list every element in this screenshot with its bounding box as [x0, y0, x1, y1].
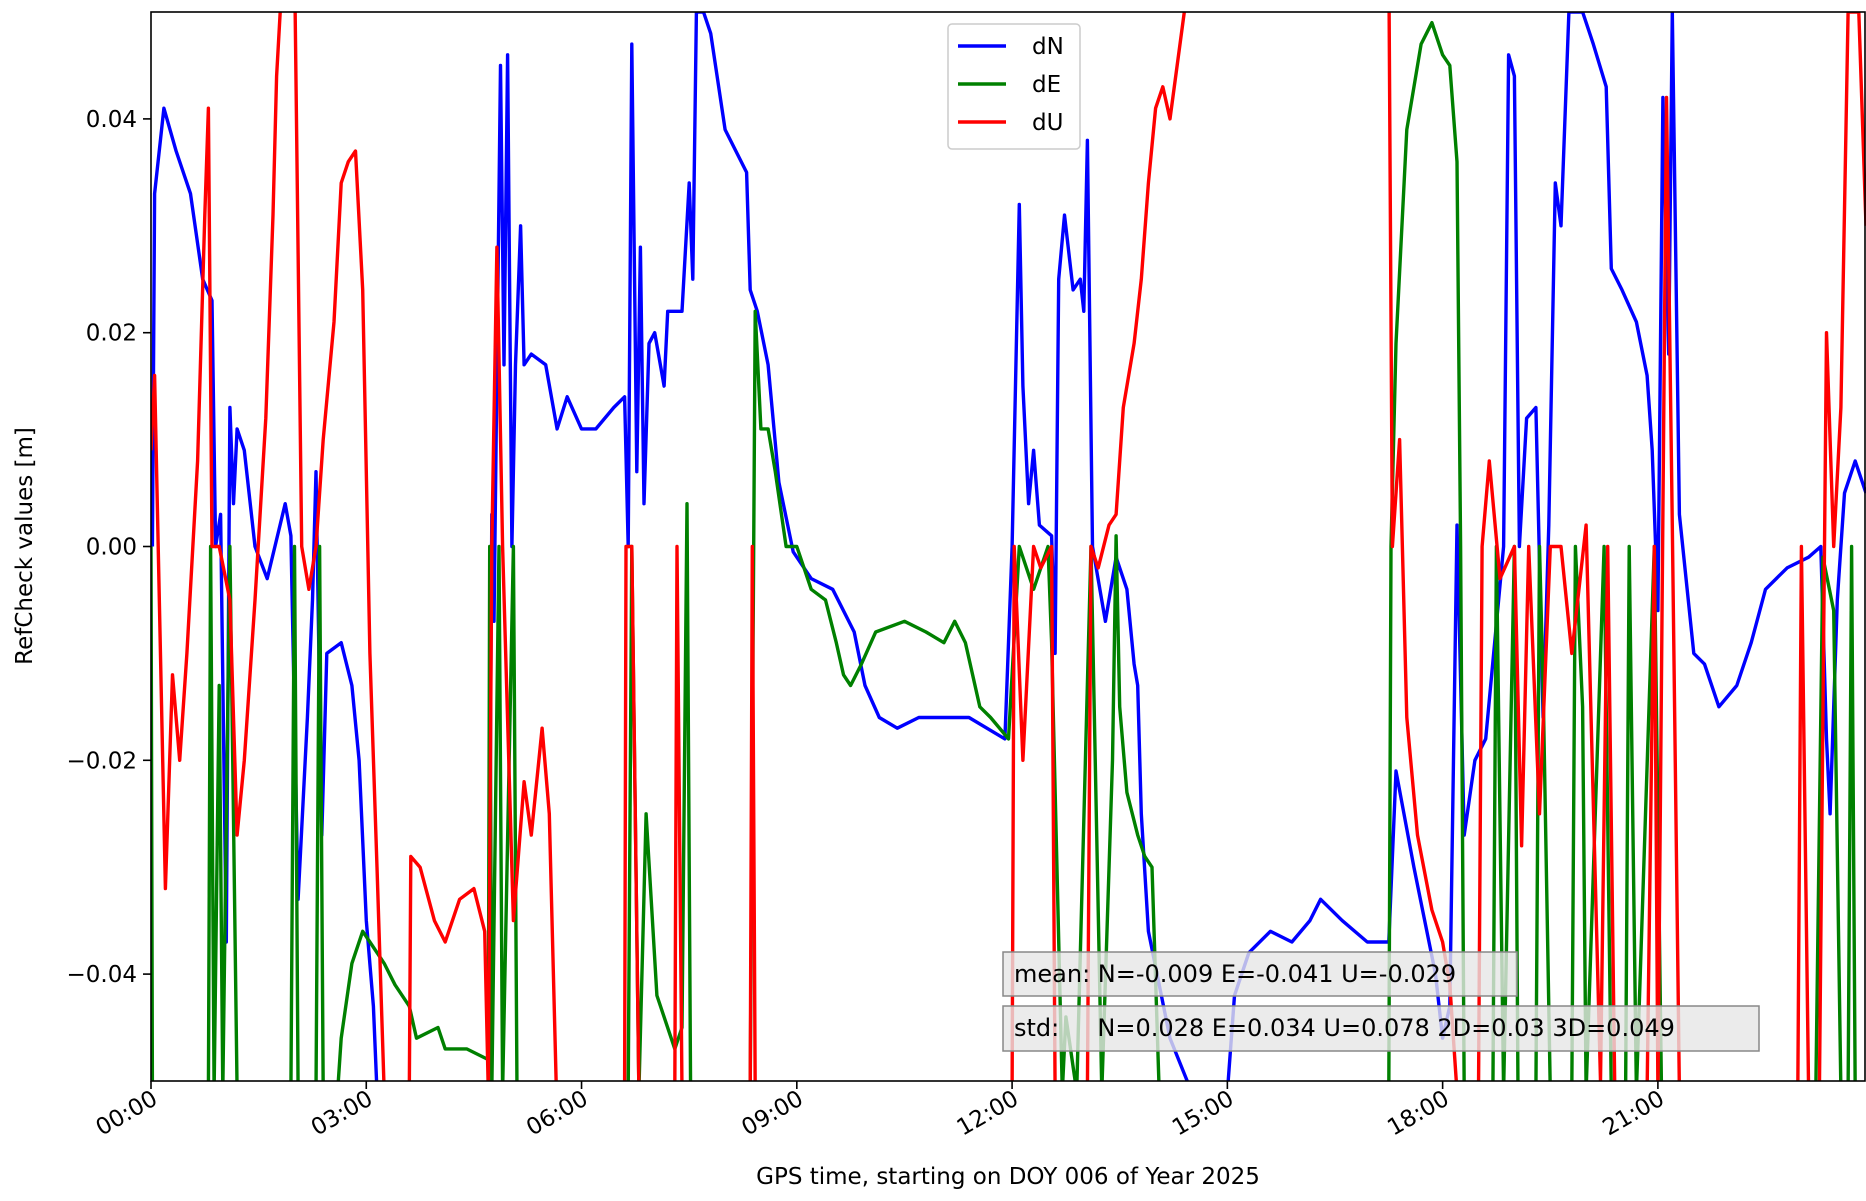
plot-area: [151, 12, 1866, 1081]
legend-box: [947, 23, 1081, 150]
legend-label: dE: [1032, 72, 1061, 98]
series-line: [151, 12, 1866, 1081]
legend: dN dE dU: [947, 23, 1081, 150]
x-axis-label: GPS time, starting on DOY 006 of Year 20…: [756, 1164, 1260, 1190]
stats-mean: mean: N=-0.009 E=-0.041 U=-0.029: [1002, 951, 1518, 997]
stats-std: std: N=0.028 E=0.034 U=0.078 2D=0.03 3D=…: [1002, 1005, 1760, 1052]
y-tick-label: 0.00: [86, 535, 137, 561]
stats-box: [1002, 1005, 1760, 1052]
stats-box: [1002, 951, 1518, 997]
y-axis-label: RefCheck values [m]: [12, 427, 38, 665]
series-line: [151, 12, 1866, 1081]
stats-text: std: N=0.028 E=0.034 U=0.078 2D=0.03 3D=…: [1014, 1014, 1675, 1042]
y-tick-label: −0.04: [67, 962, 137, 988]
y-tick-label: 0.02: [86, 321, 137, 347]
stats-text: mean: N=-0.009 E=-0.041 U=-0.029: [1014, 960, 1456, 988]
y-tick-label: 0.04: [86, 107, 137, 133]
legend-label: dU: [1032, 110, 1063, 136]
y-tick-label: −0.02: [67, 748, 137, 774]
legend-label: dN: [1032, 34, 1064, 60]
